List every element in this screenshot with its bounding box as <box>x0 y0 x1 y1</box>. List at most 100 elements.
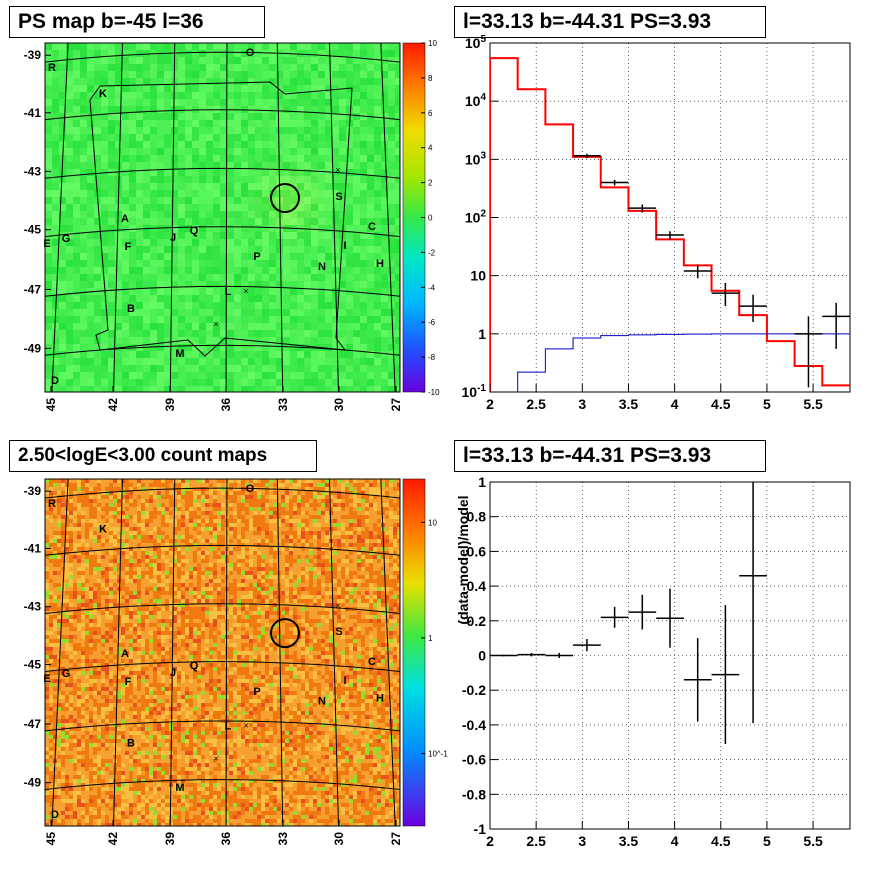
map-pixel <box>94 99 101 106</box>
map-pixel <box>255 337 262 344</box>
map-pixel <box>229 491 233 495</box>
map-pixel <box>265 535 269 539</box>
map-pixel <box>313 495 317 499</box>
map-pixel <box>245 543 249 547</box>
map-pixel <box>150 197 157 204</box>
map-pixel <box>249 543 253 547</box>
map-pixel <box>290 281 297 288</box>
map-pixel <box>97 479 101 483</box>
map-pixel <box>153 483 157 487</box>
map-pixel <box>94 106 101 113</box>
map-pixel <box>234 288 241 295</box>
map-pixel <box>385 507 389 511</box>
map-pixel <box>73 169 80 176</box>
map-pixel <box>73 106 80 113</box>
map-pixel <box>101 499 105 503</box>
map-pixel <box>209 519 213 523</box>
map-pixel <box>245 547 249 551</box>
map-pixel <box>129 511 133 515</box>
map-pixel <box>87 253 94 260</box>
map-pixel <box>57 503 61 507</box>
map-pixel <box>115 148 122 155</box>
map-pixel <box>153 563 157 567</box>
map-pixel <box>122 155 129 162</box>
map-pixel <box>290 176 297 183</box>
map-pixel <box>129 539 133 543</box>
map-pixel <box>149 499 153 503</box>
map-pixel <box>290 106 297 113</box>
map-pixel <box>143 148 150 155</box>
map-pixel <box>241 57 248 64</box>
map-pixel <box>248 358 255 365</box>
map-pixel <box>217 547 221 551</box>
map-pixel <box>325 92 332 99</box>
map-pixel <box>333 507 337 511</box>
map-pixel <box>157 218 164 225</box>
map-pixel <box>157 92 164 99</box>
map-pixel <box>397 523 400 527</box>
map-pixel <box>339 43 346 50</box>
map-pixel <box>309 495 313 499</box>
map-pixel <box>178 379 185 386</box>
map-pixel <box>192 169 199 176</box>
map-pixel <box>181 531 185 535</box>
map-pixel <box>153 575 157 579</box>
map-pixel <box>93 515 97 519</box>
map-pixel <box>305 575 309 579</box>
map-pixel <box>365 499 369 503</box>
map-pixel <box>189 515 193 519</box>
map-x-tick: 33 <box>276 398 290 412</box>
colorbar-tick: 10 <box>428 39 437 48</box>
map-pixel <box>66 288 73 295</box>
map-pixel <box>129 523 133 527</box>
map-pixel <box>305 491 309 495</box>
map-pixel <box>157 559 161 563</box>
map-pixel <box>245 575 249 579</box>
map-pixel <box>269 218 276 225</box>
map-pixel <box>389 499 393 503</box>
map-pixel <box>192 120 199 127</box>
map-pixel <box>171 176 178 183</box>
map-pixel <box>117 559 121 563</box>
map-pixel <box>157 134 164 141</box>
map-pixel <box>285 507 289 511</box>
map-pixel <box>87 337 94 344</box>
map-pixel <box>129 531 133 535</box>
map-pixel <box>122 351 129 358</box>
map-pixel <box>346 190 353 197</box>
map-pixel <box>87 351 94 358</box>
map-pixel <box>77 563 81 567</box>
map-pixel <box>333 515 337 519</box>
map-pixel <box>66 148 73 155</box>
map-pixel <box>105 535 109 539</box>
map-pixel <box>357 551 361 555</box>
map-pixel <box>193 531 197 535</box>
map-pixel <box>97 531 101 535</box>
map-pixel <box>234 330 241 337</box>
map-pixel <box>153 539 157 543</box>
map-pixel <box>234 274 241 281</box>
map-pixel <box>136 372 143 379</box>
map-pixel <box>101 246 108 253</box>
map-pixel <box>269 527 273 531</box>
map-pixel <box>388 92 395 99</box>
map-pixel <box>73 555 77 559</box>
map-pixel <box>122 330 129 337</box>
map-pixel <box>129 106 136 113</box>
map-pixel <box>173 551 177 555</box>
map-pixel <box>311 344 318 351</box>
map-pixel <box>149 535 153 539</box>
map-pixel <box>311 113 318 120</box>
map-pixel <box>220 190 227 197</box>
map-pixel <box>374 288 381 295</box>
map-pixel <box>388 358 395 365</box>
map-pixel <box>283 260 290 267</box>
map-pixel <box>357 503 361 507</box>
map-pixel <box>257 527 261 531</box>
map-pixel <box>318 358 325 365</box>
map-pixel <box>255 239 262 246</box>
map-pixel <box>213 239 220 246</box>
map-pixel <box>213 330 220 337</box>
map-pixel <box>206 337 213 344</box>
map-pixel <box>249 575 253 579</box>
